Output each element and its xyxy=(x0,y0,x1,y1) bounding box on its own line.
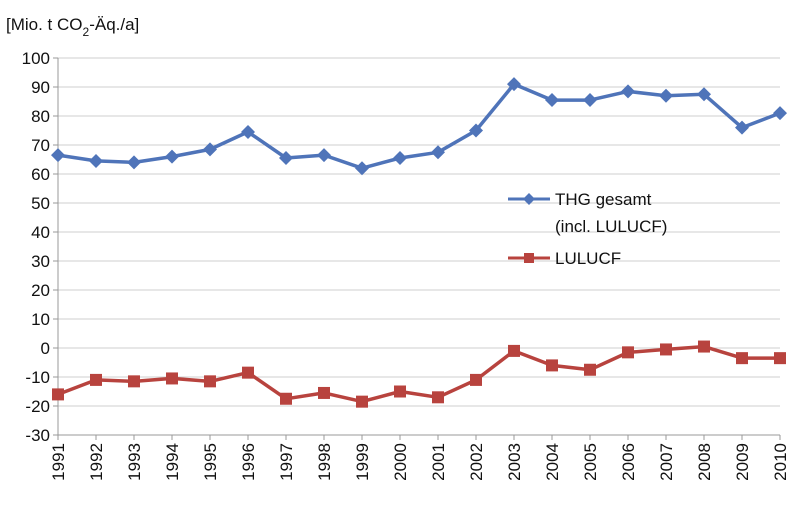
data-point xyxy=(204,375,216,388)
data-point xyxy=(469,123,483,138)
y-axis-label-suffix: -Äq./a] xyxy=(89,15,139,34)
data-point xyxy=(51,148,65,163)
data-point xyxy=(545,93,559,108)
data-point xyxy=(317,148,331,163)
legend: THG gesamt (incl. LULUCF) LULUCF xyxy=(508,190,667,268)
data-point xyxy=(660,343,672,356)
y-axis-label-subscript: 2 xyxy=(83,25,90,39)
legend-marker-thg-diamond xyxy=(523,193,535,205)
y-tick-label: 100 xyxy=(22,49,50,68)
x-tick-label: 1992 xyxy=(87,443,106,481)
y-tick-label: 70 xyxy=(31,136,50,155)
data-point xyxy=(470,373,482,386)
data-point xyxy=(166,372,178,385)
y-tick-label: 80 xyxy=(31,107,50,126)
y-tick-label: 10 xyxy=(31,310,50,329)
data-point xyxy=(279,151,293,166)
data-point xyxy=(242,366,254,379)
y-tick-label: 30 xyxy=(31,252,50,271)
y-tick-label: 50 xyxy=(31,194,50,213)
legend-item-lulucf: LULUCF xyxy=(508,249,621,268)
x-tick-label: 2007 xyxy=(657,443,676,481)
y-tick-label: 40 xyxy=(31,223,50,242)
data-point xyxy=(128,375,140,388)
x-tick-label: 1995 xyxy=(201,443,220,481)
x-tick-label: 2001 xyxy=(429,443,448,481)
x-tick-labels: 1991 1992 1993 1994 1995 1996 1997 1998 1999 2000… xyxy=(49,435,790,481)
data-point xyxy=(584,363,596,376)
data-point xyxy=(127,155,141,170)
data-point xyxy=(431,145,445,160)
data-point xyxy=(659,88,673,103)
y-tick-label: -10 xyxy=(25,368,50,387)
data-point xyxy=(355,161,369,176)
x-tick-label: 1993 xyxy=(125,443,144,481)
y-tick-labels: -30 -20 -10 0 10 20 30 40 50 60 70 80 90 100 xyxy=(22,49,50,445)
y-axis-label: [Mio. t CO2-Äq./a] xyxy=(6,15,139,39)
data-point xyxy=(203,142,217,157)
y-tick-label: 90 xyxy=(31,78,50,97)
data-point xyxy=(697,87,711,102)
x-tick-label: 2000 xyxy=(391,443,410,481)
x-tick-label: 1997 xyxy=(277,443,296,481)
legend-label-thg: THG gesamt xyxy=(555,190,652,209)
axes xyxy=(57,58,780,436)
x-tick-label: 2004 xyxy=(543,443,562,481)
x-tick-label: 2009 xyxy=(733,443,752,481)
data-point xyxy=(432,391,444,404)
gridlines xyxy=(53,57,780,436)
x-tick-label: 2003 xyxy=(505,443,524,481)
data-point xyxy=(52,388,64,401)
data-point xyxy=(393,151,407,166)
x-tick-label: 1998 xyxy=(315,443,334,481)
legend-item-thg: THG gesamt (incl. LULUCF) xyxy=(508,190,667,236)
series-1 xyxy=(52,340,786,408)
x-tick-label: 2006 xyxy=(619,443,638,481)
x-tick-label: 1991 xyxy=(49,443,68,481)
data-point xyxy=(241,124,255,139)
data-point xyxy=(318,386,330,399)
x-tick-label: 2008 xyxy=(695,443,714,481)
data-point xyxy=(507,77,521,92)
legend-label-lulucf: LULUCF xyxy=(555,249,621,268)
y-tick-label: 20 xyxy=(31,281,50,300)
x-tick-label: 2002 xyxy=(467,443,486,481)
data-point xyxy=(508,344,520,357)
data-point xyxy=(583,93,597,108)
data-point xyxy=(736,352,748,365)
legend-label-thg-line2: (incl. LULUCF) xyxy=(555,217,667,236)
legend-marker-lulucf-square xyxy=(524,253,534,263)
y-tick-label: -30 xyxy=(25,426,50,445)
data-point xyxy=(621,84,635,99)
data-point xyxy=(165,149,179,164)
x-tick-label: 2010 xyxy=(771,443,790,481)
series-line-1 xyxy=(57,344,780,404)
data-point xyxy=(394,385,406,398)
data-point xyxy=(622,346,634,359)
series-line-0 xyxy=(57,82,781,170)
data-point xyxy=(773,106,787,121)
x-tick-label: 1994 xyxy=(163,443,182,481)
data-point xyxy=(735,120,749,135)
y-tick-label: 60 xyxy=(31,165,50,184)
data-point xyxy=(356,395,368,408)
y-tick-label: -20 xyxy=(25,397,50,416)
data-point xyxy=(698,340,710,353)
y-tick-label: 0 xyxy=(41,339,50,358)
data-point xyxy=(280,392,292,405)
data-point xyxy=(89,153,103,168)
x-tick-label: 2005 xyxy=(581,443,600,481)
x-tick-label: 1996 xyxy=(239,443,258,481)
data-point xyxy=(546,359,558,372)
series xyxy=(51,77,787,408)
x-tick-label: 1999 xyxy=(353,443,372,481)
data-point xyxy=(90,373,102,386)
series-0 xyxy=(51,77,787,176)
data-point xyxy=(774,352,786,365)
